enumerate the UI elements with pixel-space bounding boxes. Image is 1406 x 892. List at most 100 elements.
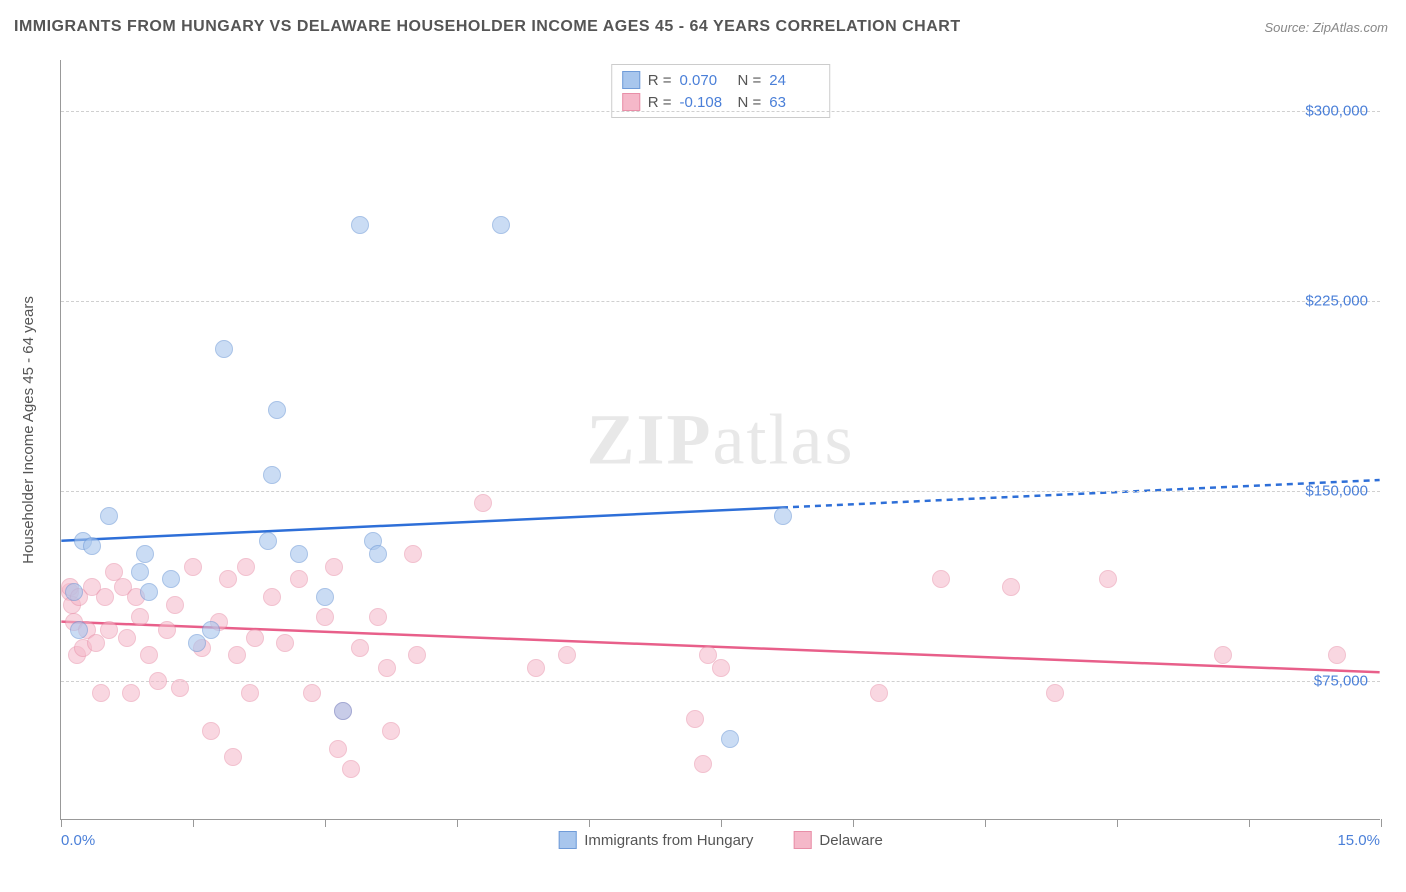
data-point [694,755,712,773]
x-tick [589,819,590,827]
data-point [932,570,950,588]
y-tick-label: $75,000 [1314,672,1368,689]
data-point [290,570,308,588]
x-tick [61,819,62,827]
legend-label: Immigrants from Hungary [584,832,753,849]
data-point [70,621,88,639]
data-point [100,621,118,639]
chart-title: IMMIGRANTS FROM HUNGARY VS DELAWARE HOUS… [14,18,961,36]
x-tick [193,819,194,827]
data-point [558,646,576,664]
y-tick-label: $225,000 [1305,292,1368,309]
data-point [369,608,387,626]
data-point [290,545,308,563]
series-swatch [558,831,576,849]
y-axis-label: Householder Income Ages 45 - 64 years [20,296,37,564]
data-point [149,672,167,690]
data-point [527,659,545,677]
data-point [1099,570,1117,588]
data-point [774,507,792,525]
data-point [404,545,422,563]
data-point [131,608,149,626]
data-point [215,340,233,358]
data-point [334,702,352,720]
data-point [259,532,277,550]
gridline [61,301,1380,302]
data-point [303,684,321,702]
data-point [1214,646,1232,664]
x-tick [853,819,854,827]
legend-bottom: Immigrants from Hungary Delaware [558,831,883,849]
n-label: N = [738,94,762,111]
data-point [241,684,259,702]
gridline [61,491,1380,492]
data-point [351,639,369,657]
data-point [166,596,184,614]
r-label: R = [648,94,672,111]
trend-line-dashed [782,480,1380,508]
data-point [325,558,343,576]
n-value: 63 [769,94,819,111]
r-label: R = [648,72,672,89]
data-point [224,748,242,766]
x-tick [1249,819,1250,827]
data-point [202,722,220,740]
data-point [369,545,387,563]
data-point [65,583,83,601]
x-axis-min-label: 0.0% [61,832,95,849]
data-point [219,570,237,588]
data-point [202,621,220,639]
data-point [83,537,101,555]
data-point [870,684,888,702]
source-label: Source: ZipAtlas.com [1264,20,1388,35]
stats-row: R = 0.070 N = 24 [622,69,820,91]
data-point [351,216,369,234]
r-value: 0.070 [680,72,730,89]
data-point [171,679,189,697]
y-tick-label: $150,000 [1305,482,1368,499]
trend-line-solid [61,508,782,541]
trend-lines [61,60,1380,819]
data-point [276,634,294,652]
data-point [408,646,426,664]
data-point [246,629,264,647]
data-point [122,684,140,702]
x-tick [1381,819,1382,827]
data-point [158,621,176,639]
data-point [228,646,246,664]
data-point [1046,684,1064,702]
data-point [342,760,360,778]
data-point [721,730,739,748]
data-point [263,588,281,606]
data-point [96,588,114,606]
plot-area: ZIPatlas R =0.070N =24R =-0.108N =63 0.0… [60,60,1380,820]
data-point [268,401,286,419]
data-point [162,570,180,588]
data-point [316,588,334,606]
y-tick-label: $300,000 [1305,102,1368,119]
x-tick [325,819,326,827]
data-point [136,545,154,563]
data-point [140,583,158,601]
legend-item: Delaware [793,831,882,849]
x-tick [457,819,458,827]
data-point [686,710,704,728]
data-point [382,722,400,740]
data-point [184,558,202,576]
series-swatch [622,93,640,111]
x-axis-max-label: 15.0% [1337,832,1380,849]
n-label: N = [738,72,762,89]
data-point [131,563,149,581]
legend-item: Immigrants from Hungary [558,831,753,849]
watermark: ZIPatlas [587,398,855,481]
x-tick [721,819,722,827]
data-point [92,684,110,702]
data-point [329,740,347,758]
data-point [492,216,510,234]
data-point [316,608,334,626]
data-point [100,507,118,525]
data-point [1328,646,1346,664]
n-value: 24 [769,72,819,89]
x-tick [1117,819,1118,827]
gridline [61,681,1380,682]
